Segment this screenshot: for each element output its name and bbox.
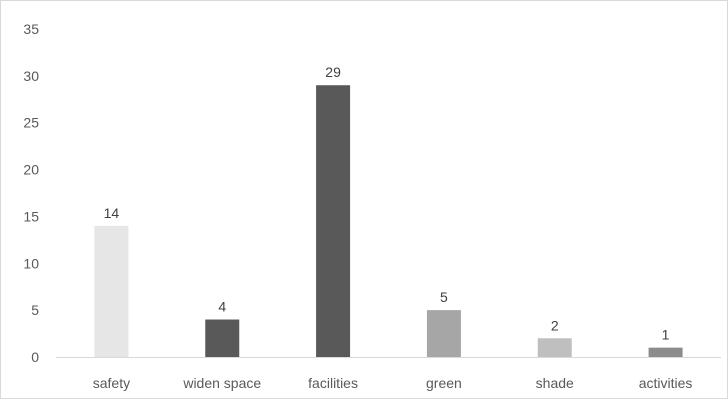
x-category-label: safety	[93, 375, 130, 391]
y-tick-label: 20	[23, 162, 39, 178]
data-label: 2	[551, 317, 559, 333]
x-category-label: widen space	[182, 375, 261, 391]
y-tick-label: 0	[31, 349, 39, 365]
x-category-label: facilities	[308, 375, 358, 391]
y-tick-label: 25	[23, 115, 39, 131]
y-tick-label: 15	[23, 208, 39, 224]
data-label: 4	[218, 299, 226, 315]
y-tick-label: 35	[23, 21, 39, 37]
data-label: 14	[104, 205, 120, 221]
bar-shade	[537, 338, 572, 357]
data-labels: 14 4 29 5 2 1	[104, 64, 670, 342]
bar-safety	[94, 225, 129, 357]
y-tick-label: 30	[23, 68, 39, 84]
x-axis-category-labels: safety widen space facilities green shade act…	[93, 375, 693, 391]
bars	[94, 85, 683, 357]
bar-activities	[648, 347, 683, 357]
x-category-label: activities	[639, 375, 693, 391]
bar-green	[426, 310, 461, 357]
data-label: 5	[440, 289, 448, 305]
y-axis-ticks: 0 5 10 15 20 25 30 35	[23, 21, 39, 365]
bar-widen-space	[205, 319, 240, 357]
x-category-label: shade	[536, 375, 574, 391]
y-tick-label: 10	[23, 255, 39, 271]
bar-facilities	[316, 85, 351, 357]
data-label: 1	[662, 327, 670, 343]
data-label: 29	[325, 64, 341, 80]
y-tick-label: 5	[31, 302, 39, 318]
x-category-label: green	[426, 375, 462, 391]
